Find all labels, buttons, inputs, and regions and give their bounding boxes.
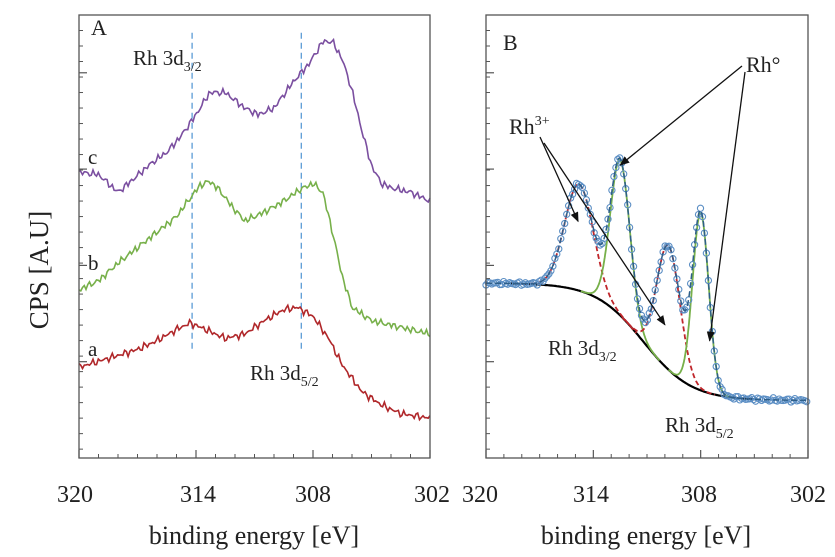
- series-label-b: b: [88, 251, 99, 275]
- panel-b-y-ticks: [486, 30, 494, 450]
- panel-a-plot-area: [78, 32, 431, 422]
- panel-a-frame: [78, 14, 431, 459]
- data-point: [657, 258, 665, 266]
- x-tick-label-302-a: 302: [414, 482, 450, 508]
- data-point: [580, 189, 589, 197]
- spectrum-curve-c: [78, 37, 431, 204]
- series-label-a: a: [88, 337, 98, 361]
- arrow-rh3-3d52: [543, 142, 666, 326]
- series-label-c: c: [88, 145, 97, 169]
- data-point: [677, 297, 685, 305]
- panel-b-plot-area: [482, 65, 811, 406]
- data-point: [549, 262, 557, 270]
- panel-b-x-ticks: [485, 450, 809, 458]
- data-point: [606, 203, 614, 212]
- rh3-label: Rh3+: [509, 114, 550, 139]
- x-tick-label-320-b: 320: [462, 482, 498, 508]
- panel-a-x-axis-label: binding energy [eV]: [149, 521, 359, 550]
- x-tick-label-308-a: 308: [295, 482, 331, 508]
- panel-a-y-ticks: [79, 30, 87, 450]
- data-point: [639, 315, 648, 323]
- x-tick-label-308-b: 308: [681, 482, 717, 508]
- panel-a-x-ticks: [78, 450, 431, 458]
- arrow-rh0-3d32: [619, 65, 743, 166]
- arrow-rh0-3d52: [706, 71, 746, 342]
- data-point: [596, 241, 604, 249]
- data-point: [576, 182, 585, 190]
- data-point: [594, 237, 602, 246]
- experimental-data-points: [482, 154, 811, 406]
- data-point: [667, 246, 675, 254]
- rh0-label: Rh°: [746, 52, 780, 77]
- fit-peak-rh0-1: [580, 159, 661, 362]
- fit-peak-rh3-2: [621, 244, 716, 396]
- panel-b-x-axis-label: binding energy [eV]: [541, 521, 751, 550]
- fit-peak-rh3-0: [521, 183, 637, 334]
- data-point: [637, 311, 646, 320]
- data-point: [543, 272, 551, 280]
- data-point: [588, 218, 596, 226]
- x-tick-label-314-a: 314: [180, 482, 216, 508]
- data-point: [582, 196, 591, 204]
- annotation-rh-3d32-b: Rh 3d3/2: [548, 336, 617, 365]
- panel-b-frame: [485, 14, 809, 459]
- x-tick-label-302-b: 302: [790, 482, 826, 508]
- y-axis-label: CPS [A.U]: [24, 211, 54, 330]
- data-point: [555, 245, 563, 253]
- data-point: [696, 204, 705, 212]
- spectrum-curve-b: [78, 180, 431, 338]
- x-tick-label-320-a: 320: [57, 482, 93, 508]
- data-point: [541, 274, 549, 282]
- panel-b-label: B: [503, 30, 518, 55]
- annotation-rh-3d52-a: Rh 3d5/2: [250, 361, 319, 390]
- fit-background-line: [511, 282, 758, 401]
- data-point: [602, 225, 610, 234]
- panel-b: B Rh° Rh3+ Rh 3d3/2 Rh 3d5/2 320 314 308…: [462, 14, 826, 550]
- x-tick-label-314-b: 314: [573, 482, 609, 508]
- annotation-rh-3d52-b: Rh 3d5/2: [665, 413, 734, 442]
- data-point: [803, 398, 811, 406]
- panel-a: A c b a Rh 3d3/2 Rh 3d5/2 320 314 308 30…: [57, 14, 450, 550]
- panel-a-label: A: [91, 15, 107, 40]
- data-point: [551, 254, 559, 263]
- data-point: [720, 390, 728, 399]
- arrow-rh3-3d32: [539, 136, 579, 223]
- data-point: [683, 303, 691, 311]
- annotation-rh-3d32-a: Rh 3d3/2: [133, 46, 202, 75]
- spectrum-curve-a: [78, 303, 431, 422]
- data-point: [547, 267, 555, 275]
